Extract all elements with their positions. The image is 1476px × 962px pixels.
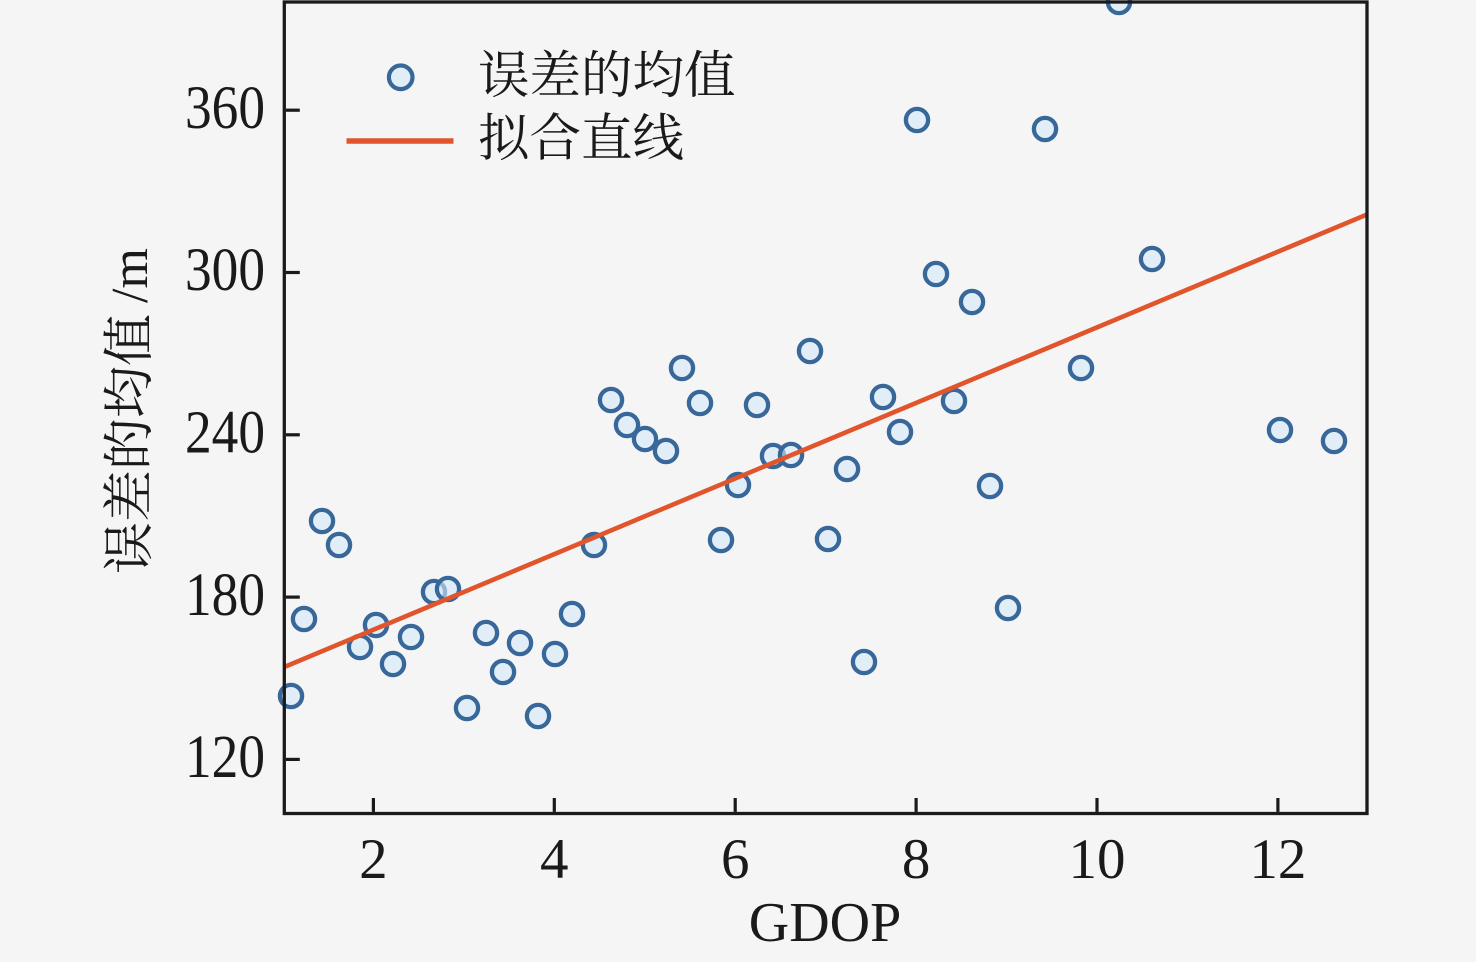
svg-text:360: 360 xyxy=(185,75,265,142)
svg-text:120: 120 xyxy=(185,724,265,791)
svg-text:GDOP: GDOP xyxy=(749,892,901,954)
svg-text:10: 10 xyxy=(1069,828,1126,891)
svg-text:240: 240 xyxy=(185,400,265,467)
svg-text:180: 180 xyxy=(185,562,265,629)
svg-text:12: 12 xyxy=(1249,828,1306,891)
svg-text:300: 300 xyxy=(185,237,265,304)
svg-text:6: 6 xyxy=(721,828,750,891)
svg-text:8: 8 xyxy=(902,828,931,891)
svg-text:2: 2 xyxy=(359,828,388,891)
svg-text:4: 4 xyxy=(540,828,569,891)
